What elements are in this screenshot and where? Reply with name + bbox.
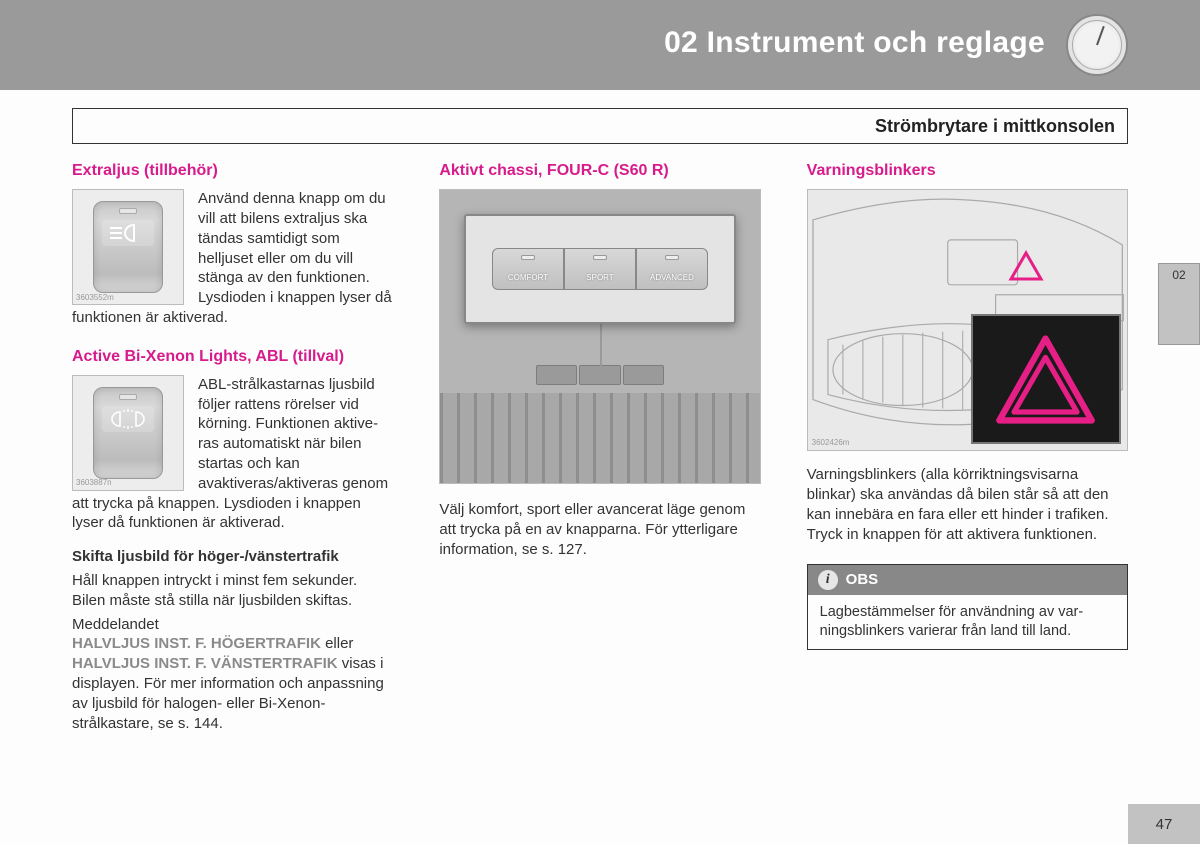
header-bar: 02 Instrument och reglage xyxy=(0,0,1200,90)
callout-line xyxy=(600,324,602,366)
figure-caption: 3603552m xyxy=(76,293,114,304)
figure-hazard: 3602426m xyxy=(807,189,1128,451)
page-number: 47 xyxy=(1156,816,1173,833)
abl-icon xyxy=(106,408,150,430)
figure-caption: 3602426m xyxy=(812,438,850,449)
advanced-button: ADVANCED xyxy=(636,248,708,290)
display-message: HALVLJUS INST. F. HÖGERTRAFIK xyxy=(72,635,321,652)
column-3: Varningsblinkers xyxy=(807,160,1128,794)
subheading-shift: Skifta ljusbild för höger-/vänstertrafik xyxy=(72,547,393,567)
page-number-box: 47 xyxy=(1128,804,1200,844)
button-label: ADVANCED xyxy=(650,273,694,284)
section-title: Strömbrytare i mittkonsolen xyxy=(875,116,1115,137)
info-icon: i xyxy=(818,570,838,590)
heading-fourc: Aktivt chassi, FOUR-C (S60 R) xyxy=(439,160,760,181)
hazard-closeup xyxy=(971,314,1121,444)
content-area: Extraljus (tillbehör) 3603552m xyxy=(72,160,1128,794)
note-heading: i OBS xyxy=(808,565,1127,595)
figure-fourc-console: COMFORT SPORT ADVANCED xyxy=(439,189,760,484)
headlight-icon xyxy=(108,223,148,243)
figure-caption: 3603887n xyxy=(76,478,112,489)
heading-abl: Active Bi-Xenon Lights, ABL (tillval) xyxy=(72,346,393,367)
gauge-icon xyxy=(1066,14,1128,76)
paragraph-message: Meddelandet HALVLJUS INST. F. HÖGERTRAFI… xyxy=(72,615,393,734)
display-message: HALVLJUS INST. F. VÄNSTERTRAFIK xyxy=(72,655,338,672)
chapter-title: 02 Instrument och reglage xyxy=(664,26,1045,60)
heading-hazard: Varningsblinkers xyxy=(807,160,1128,181)
note-title: OBS xyxy=(846,570,879,590)
paragraph: Varningsblinkers (alla körriktningsvisar… xyxy=(807,465,1128,544)
note-body: Lagbestämmelser för användning av var­ni… xyxy=(808,595,1127,649)
hazard-triangle-icon xyxy=(1008,250,1044,282)
text: eller xyxy=(321,635,354,652)
comfort-button: COMFORT xyxy=(492,248,564,290)
button-label: SPORT xyxy=(586,273,613,284)
column-1: Extraljus (tillbehör) 3603552m xyxy=(72,160,393,794)
figure-abl-button: 3603887n xyxy=(72,375,184,491)
column-2: Aktivt chassi, FOUR-C (S60 R) COMFORT SP… xyxy=(439,160,760,794)
air-vents-illustration xyxy=(440,393,759,483)
button-label: COMFORT xyxy=(508,273,548,284)
heading-extraljus: Extraljus (tillbehör) xyxy=(72,160,393,181)
note-box: i OBS Lagbestämmelser för användning av … xyxy=(807,564,1128,650)
side-tab: 02 xyxy=(1158,263,1200,345)
paragraph: Välj komfort, sport eller avancerat läge… xyxy=(439,500,760,559)
side-tab-label: 02 xyxy=(1172,268,1185,282)
sport-button: SPORT xyxy=(564,248,636,290)
text: Meddelandet xyxy=(72,616,159,633)
section-heading-box: Strömbrytare i mittkonsolen xyxy=(72,108,1128,144)
figure-extraljus-button: 3603552m xyxy=(72,189,184,305)
console-button-row xyxy=(536,365,664,385)
hazard-triangle-large-icon xyxy=(993,332,1098,427)
fourc-popup: COMFORT SPORT ADVANCED xyxy=(464,214,735,324)
paragraph: Håll knappen intryckt i minst fem sekund… xyxy=(72,571,393,611)
